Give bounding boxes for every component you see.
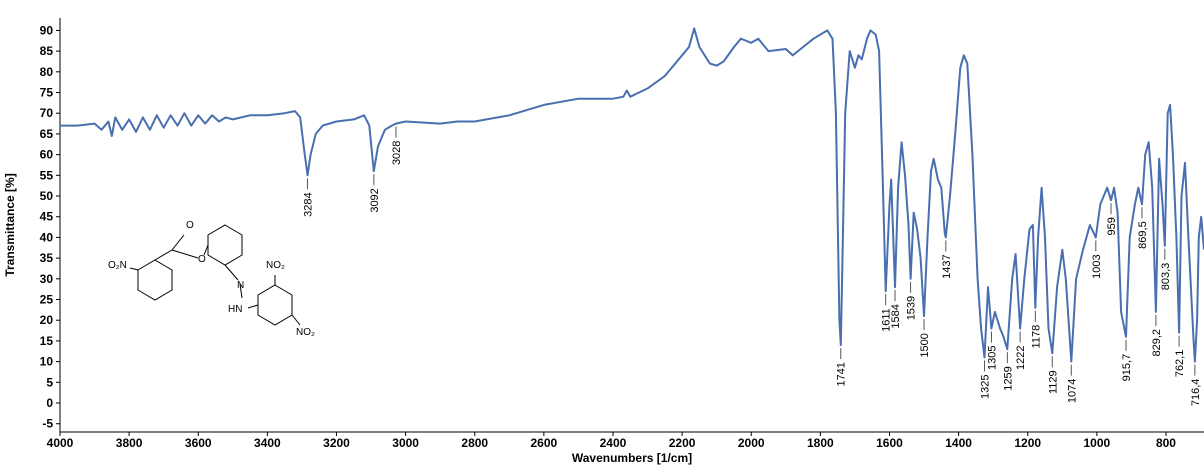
x-tick-label: 1000 <box>1084 436 1111 450</box>
y-tick-label: 80 <box>40 65 54 79</box>
y-tick-label: 85 <box>40 44 54 58</box>
ring <box>207 224 243 266</box>
x-tick-label: 2200 <box>669 436 696 450</box>
peak-label: 716,4 <box>1190 379 1202 407</box>
y-tick-label: 50 <box>40 189 54 203</box>
x-tick-label: 2000 <box>738 436 765 450</box>
y-tick-label: 90 <box>40 23 54 37</box>
peak-label: 1611 <box>881 308 893 332</box>
peak-label: 762,1 <box>1174 350 1186 378</box>
bond <box>203 244 209 256</box>
y-tick-label: 35 <box>40 251 54 265</box>
peak-label: 1437 <box>941 254 953 278</box>
molecule-label: O₂N <box>108 260 127 271</box>
x-tick-label: 4000 <box>47 436 74 450</box>
peak-label: 1584 <box>890 304 902 328</box>
peak-label: 1500 <box>919 333 931 357</box>
peak-label: 803,3 <box>1160 263 1172 291</box>
peak-label: 1259 <box>1002 366 1014 390</box>
peak-label: 1074 <box>1066 379 1078 403</box>
peak-label: 1222 <box>1015 346 1027 370</box>
y-tick-label: 30 <box>40 272 54 286</box>
x-tick-label: 1200 <box>1014 436 1041 450</box>
peak-label: 1325 <box>980 374 992 398</box>
molecule-label: HN <box>228 304 242 315</box>
peak-label: 1305 <box>986 346 998 370</box>
bond <box>224 264 239 281</box>
bond <box>247 304 259 309</box>
x-tick-label: 3600 <box>185 436 212 450</box>
peak-label: 915,7 <box>1121 354 1133 382</box>
molecule-label: NO₂ <box>266 260 285 271</box>
ring <box>257 284 293 326</box>
y-tick-label: 15 <box>40 334 54 348</box>
x-tick-label: 3400 <box>254 436 281 450</box>
bond <box>171 234 185 251</box>
y-tick-label: 5 <box>46 375 53 389</box>
molecule <box>129 224 301 326</box>
ring <box>137 259 173 301</box>
y-tick-label: 75 <box>40 86 54 100</box>
spectrum-line <box>60 27 1204 363</box>
y-tick-label: 60 <box>40 148 54 162</box>
peak-label: 1003 <box>1091 254 1103 278</box>
x-tick-label: 2400 <box>600 436 627 450</box>
peak-label: 3028 <box>391 141 403 165</box>
y-tick-label: 70 <box>40 106 54 120</box>
y-tick-label: 40 <box>40 230 54 244</box>
x-tick-label: 1400 <box>945 436 972 450</box>
molecule-label: O <box>186 220 194 231</box>
x-tick-label: 3000 <box>392 436 419 450</box>
x-tick-label: 1600 <box>876 436 903 450</box>
bond <box>154 249 173 261</box>
x-tick-label: 800 <box>1156 436 1176 450</box>
peak-label: 959 <box>1106 217 1118 235</box>
bond <box>291 314 301 326</box>
y-tick-label: 0 <box>46 396 53 410</box>
y-tick-label: 20 <box>40 313 54 327</box>
x-tick-label: 3800 <box>116 436 143 450</box>
peak-label: 1178 <box>1030 325 1042 349</box>
x-tick-label: 2800 <box>461 436 488 450</box>
bond <box>239 283 243 299</box>
bond <box>129 267 139 271</box>
x-axis-title: Wavenumbers [1/cm] <box>572 451 692 465</box>
x-tick-label: 3200 <box>323 436 350 450</box>
y-tick-label: 45 <box>40 210 54 224</box>
y-tick-label: 65 <box>40 127 54 141</box>
molecule-label: O <box>198 254 206 265</box>
peak-label: 1741 <box>836 362 848 386</box>
peak-label: 1129 <box>1047 370 1059 394</box>
y-tick-label: 25 <box>40 293 54 307</box>
molecule-label: NO₂ <box>296 327 315 338</box>
peak-label: 3092 <box>369 188 381 212</box>
peak-label: 3284 <box>302 192 314 216</box>
y-tick-label: -5 <box>42 417 53 431</box>
peak-label: 829,2 <box>1151 329 1163 357</box>
peak-label: 1539 <box>906 296 918 320</box>
x-tick-label: 2600 <box>531 436 558 450</box>
bond <box>171 249 199 259</box>
peak-label: 869,5 <box>1137 221 1149 249</box>
y-axis-title: Transmittance [%] <box>3 173 17 276</box>
x-tick-label: 1800 <box>807 436 834 450</box>
y-tick-label: 10 <box>40 355 54 369</box>
molecule-label: N <box>237 280 244 291</box>
y-tick-label: 55 <box>40 168 54 182</box>
